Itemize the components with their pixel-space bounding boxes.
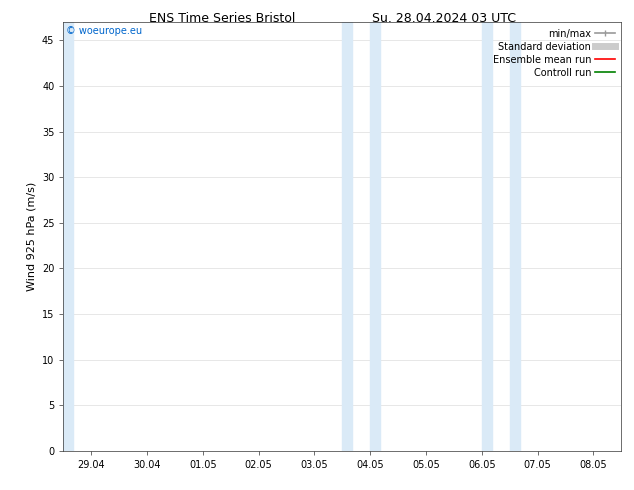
Text: © woeurope.eu: © woeurope.eu bbox=[66, 26, 142, 36]
Bar bbox=[63, 22, 74, 451]
Bar bbox=[370, 22, 380, 451]
Bar bbox=[482, 22, 492, 451]
Text: ENS Time Series Bristol: ENS Time Series Bristol bbox=[149, 12, 295, 25]
Y-axis label: Wind 925 hPa (m/s): Wind 925 hPa (m/s) bbox=[27, 182, 36, 291]
Bar bbox=[510, 22, 520, 451]
Legend: min/max, Standard deviation, Ensemble mean run, Controll run: min/max, Standard deviation, Ensemble me… bbox=[489, 25, 618, 81]
Text: Su. 28.04.2024 03 UTC: Su. 28.04.2024 03 UTC bbox=[372, 12, 516, 25]
Bar bbox=[342, 22, 353, 451]
